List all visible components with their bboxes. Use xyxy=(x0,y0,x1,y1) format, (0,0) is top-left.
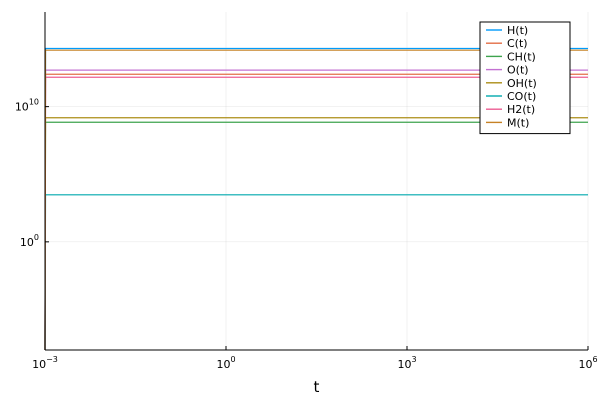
legend-entry: H(t) xyxy=(507,24,528,37)
legend-entry: C(t) xyxy=(507,37,528,50)
legend-entry: OH(t) xyxy=(507,77,537,90)
legend-box xyxy=(479,21,571,135)
x-tick-label: 106 xyxy=(578,355,597,371)
x-tick-label: 100 xyxy=(216,355,235,371)
tick-labels: 10−3 100 103 106 100 1010 xyxy=(15,98,598,371)
series-line-5 xyxy=(44,194,588,351)
legend-entry: M(t) xyxy=(507,116,529,129)
legend-entry: O(t) xyxy=(507,64,529,77)
y-tick-label: 1010 xyxy=(15,98,39,114)
legend-entry: H2(t) xyxy=(507,103,535,116)
legend-entry: CH(t) xyxy=(507,50,536,63)
y-tick-label: 100 xyxy=(20,233,39,249)
x-tick-label: 103 xyxy=(397,355,416,371)
x-axis-title: t xyxy=(314,378,320,396)
legend-entry: CO(t) xyxy=(507,90,536,103)
x-tick-label: 10−3 xyxy=(32,355,58,371)
series-line-2 xyxy=(44,121,588,351)
series-line-4 xyxy=(44,117,588,351)
legend: H(t)C(t)CH(t)O(t)OH(t)CO(t)H2(t)M(t) xyxy=(479,21,571,135)
axes xyxy=(44,12,589,351)
